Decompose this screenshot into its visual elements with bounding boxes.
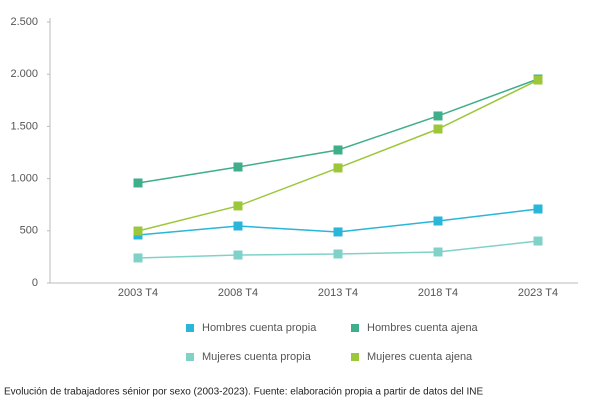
x-tick-label: 2018 T4 (418, 287, 458, 299)
point (333, 227, 343, 237)
legend-swatch (351, 324, 359, 332)
x-tick-label: 2003 T4 (118, 287, 158, 299)
legend-label: Mujeres cuenta ajena (367, 351, 473, 363)
point (233, 250, 243, 260)
point (533, 204, 543, 214)
legend-swatch (186, 324, 194, 332)
x-tick-label: 2008 T4 (218, 287, 258, 299)
point (133, 253, 143, 263)
y-tick-label: 1.500 (10, 120, 38, 132)
point (233, 221, 243, 231)
point (433, 111, 443, 121)
legend-swatch (351, 353, 359, 361)
point (333, 249, 343, 259)
y-tick-label: 1.000 (10, 173, 38, 185)
y-tick-label: 2.500 (10, 16, 38, 28)
y-tick-label: 2.000 (10, 68, 38, 80)
y-tick-label: 500 (20, 225, 38, 237)
point (233, 201, 243, 211)
legend-label: Hombres cuenta propia (202, 322, 317, 334)
legend-swatch (186, 353, 194, 361)
point (133, 226, 143, 236)
point (433, 124, 443, 134)
point (133, 178, 143, 188)
point (333, 163, 343, 173)
point (333, 145, 343, 155)
point (533, 75, 543, 85)
y-tick-label: 0 (32, 277, 38, 289)
caption: Evolución de trabajadores sénior por sex… (4, 387, 484, 398)
legend-label: Mujeres cuenta propia (202, 351, 312, 363)
point (433, 247, 443, 257)
series-line (137, 79, 539, 232)
point (233, 162, 243, 172)
legend-label: Hombres cuenta ajena (367, 322, 479, 334)
x-tick-label: 2023 T4 (518, 287, 558, 299)
point (533, 236, 543, 246)
point (433, 216, 443, 226)
x-tick-label: 2013 T4 (318, 287, 358, 299)
